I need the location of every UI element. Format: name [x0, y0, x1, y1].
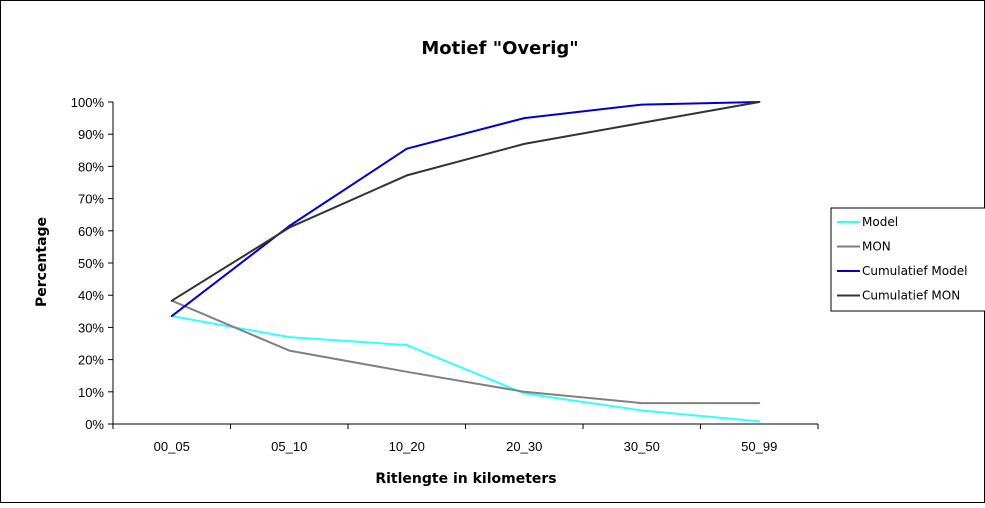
- x-tick-label: 00_05: [154, 439, 190, 454]
- plot-area: 0% 10% 20% 30% 40% 50% 60% 70% 80% 90% 100% 00_05 05…: [71, 95, 819, 454]
- series-line-model: [170, 315, 761, 423]
- x-tick-label: 10_20: [389, 439, 425, 454]
- x-axis-title: Ritlengte in kilometers: [375, 471, 556, 487]
- y-axis-title: Percentage: [34, 217, 50, 307]
- series-line-mon: [170, 299, 761, 405]
- legend-label: Model: [862, 215, 898, 229]
- y-tick-label: 60%: [78, 224, 104, 239]
- x-tick-label: 30_50: [624, 439, 660, 454]
- x-tick-label: 05_10: [271, 439, 307, 454]
- x-tick-label: 20_30: [506, 439, 542, 454]
- y-tick-label: 40%: [78, 288, 104, 303]
- y-tick-label: 80%: [78, 159, 104, 174]
- y-tick-label: 20%: [78, 353, 104, 368]
- y-tick-label: 50%: [78, 256, 104, 271]
- y-tick-label: 10%: [78, 385, 104, 400]
- legend-label: Cumulatief MON: [862, 289, 960, 303]
- legend: Model MON Cumulatief Model Cumulatief MON: [830, 207, 985, 312]
- legend-label: Cumulatief Model: [862, 264, 967, 278]
- chart-title: Motief "Overig": [421, 38, 578, 59]
- y-tick-label: 70%: [78, 192, 104, 207]
- y-tick-label: 90%: [78, 127, 104, 142]
- legend-label: MON: [862, 240, 891, 254]
- y-tick-label: 30%: [78, 320, 104, 335]
- y-tick-label: 100%: [71, 95, 105, 110]
- series-line-cumulatief-model: [170, 101, 761, 318]
- legend-box: [830, 207, 985, 312]
- y-tick-label: 0%: [85, 417, 104, 432]
- series-line-cumulatief-mon: [170, 101, 761, 302]
- x-tick-label: 50_99: [741, 439, 777, 454]
